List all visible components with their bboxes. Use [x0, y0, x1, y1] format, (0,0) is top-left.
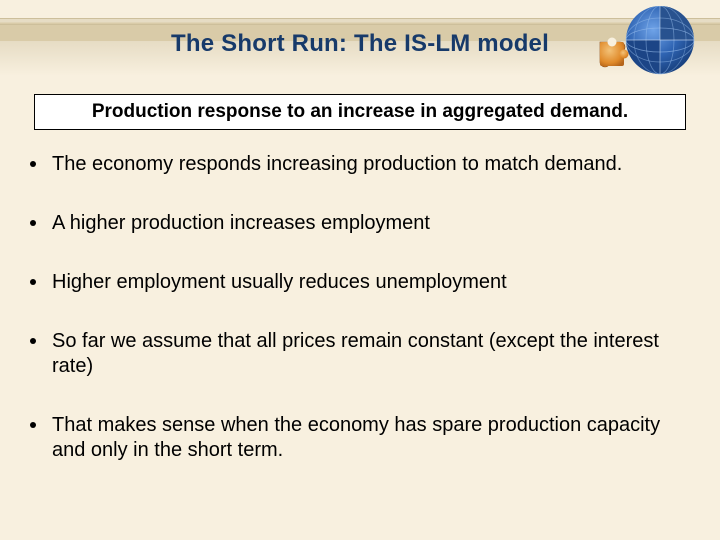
bullet-dot-icon — [30, 279, 36, 285]
bullet-dot-icon — [30, 161, 36, 167]
list-item: The economy responds increasing producti… — [24, 152, 696, 177]
list-item: So far we assume that all prices remain … — [24, 329, 696, 379]
bullet-list: The economy responds increasing producti… — [24, 152, 696, 520]
bullet-dot-icon — [30, 422, 36, 428]
bullet-text: A higher production increases employment — [52, 211, 696, 236]
list-item: A higher production increases employment — [24, 211, 696, 236]
bullet-dot-icon — [30, 220, 36, 226]
bullet-text: So far we assume that all prices remain … — [52, 329, 696, 379]
bullet-dot-icon — [30, 338, 36, 344]
bullet-text: Higher employment usually reduces unempl… — [52, 270, 696, 295]
subtitle-text: Production response to an increase in ag… — [45, 101, 675, 123]
slide-title: The Short Run: The IS-LM model — [0, 30, 720, 58]
list-item: Higher employment usually reduces unempl… — [24, 270, 696, 295]
bullet-text: That makes sense when the economy has sp… — [52, 413, 696, 463]
subtitle-box: Production response to an increase in ag… — [34, 94, 686, 130]
list-item: That makes sense when the economy has sp… — [24, 413, 696, 463]
bullet-text: The economy responds increasing producti… — [52, 152, 696, 177]
